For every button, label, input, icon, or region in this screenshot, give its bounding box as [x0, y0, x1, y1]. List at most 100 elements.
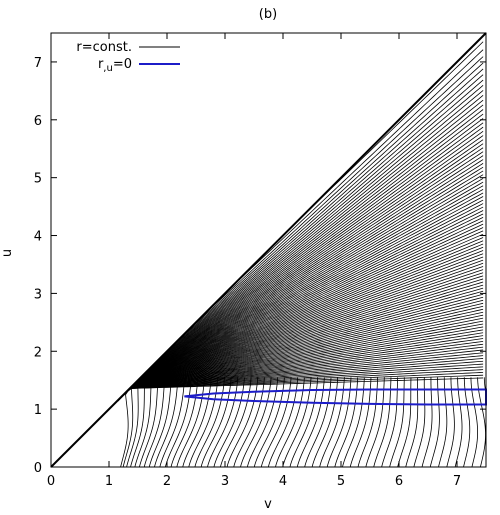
contour-line	[117, 192, 484, 402]
contour-line	[117, 329, 484, 402]
contour-line	[326, 377, 352, 468]
contour-line	[117, 181, 484, 402]
contour-line	[117, 320, 484, 402]
contour-line	[188, 377, 219, 468]
contour-line	[117, 374, 484, 402]
contour-line	[164, 377, 192, 468]
contour-line	[373, 377, 392, 468]
x-tick-label: 5	[337, 474, 345, 489]
contour-line	[117, 90, 484, 402]
contour-line	[117, 109, 484, 402]
contour-line	[117, 135, 484, 402]
contour-line	[117, 326, 484, 402]
contour-line	[117, 227, 484, 402]
contour-line	[117, 332, 484, 402]
contour-line	[282, 377, 312, 468]
contour-line	[311, 377, 339, 468]
contour-line	[413, 377, 426, 468]
contour-line	[117, 170, 484, 402]
contour-line	[117, 262, 484, 402]
contour-line	[117, 250, 484, 402]
contour-line	[117, 196, 484, 402]
y-tick-label: 2	[34, 345, 42, 360]
contour-line	[117, 223, 484, 402]
contour-line	[342, 377, 365, 468]
contour-line	[117, 104, 484, 402]
contour-line	[117, 299, 484, 402]
x-tick-label: 4	[279, 474, 287, 489]
contour-line	[117, 372, 484, 402]
contour-line	[117, 163, 484, 402]
contour-line	[117, 85, 484, 402]
x-axis-label: v	[264, 497, 272, 512]
contour-line	[148, 377, 172, 468]
contour-line	[275, 377, 305, 468]
contour-line	[117, 272, 484, 402]
contour-line	[117, 355, 484, 402]
contour-line	[117, 155, 484, 402]
contour-line	[117, 349, 484, 402]
contour-line	[438, 377, 448, 468]
contour-line	[117, 240, 484, 402]
contour-line	[117, 275, 484, 402]
contour-line	[357, 377, 379, 468]
y-tick-label: 4	[34, 230, 42, 245]
contour-line	[117, 266, 484, 402]
contour-line	[117, 346, 484, 402]
contour-line	[117, 122, 484, 402]
diagonal-boundary	[50, 32, 487, 468]
contour-line	[117, 269, 484, 402]
contour-line	[226, 377, 259, 468]
x-tick-label: 6	[395, 474, 403, 489]
contour-line	[117, 259, 484, 402]
contour-line	[405, 377, 419, 468]
contour-line	[117, 278, 484, 402]
contour-line	[154, 377, 179, 468]
legend-label-ru: r,u=0	[98, 57, 132, 74]
contour-line	[117, 287, 484, 402]
contour-line	[117, 256, 484, 402]
contour-line	[117, 358, 484, 402]
contour-line	[213, 377, 245, 468]
y-tick-label: 7	[34, 56, 42, 71]
legend-label-ru-main: r	[98, 57, 104, 72]
contour-line	[117, 243, 484, 402]
contour-line	[117, 338, 484, 402]
contour-line	[117, 335, 484, 402]
contour-line	[159, 377, 185, 468]
contour-line	[170, 377, 199, 468]
legend-label-ru-sub: ,u	[103, 63, 113, 74]
contour-line	[260, 377, 292, 468]
contour-line	[117, 317, 484, 402]
contour-line	[117, 366, 484, 402]
contour-line	[117, 210, 484, 402]
contour-line	[117, 233, 484, 402]
x-axis-ticks: 0 1 2 3 4 5 6 7	[47, 33, 461, 489]
legend-label-ru-eq: =0	[113, 57, 132, 72]
contour-line	[117, 174, 484, 402]
contour-line	[253, 377, 285, 468]
contour-line	[397, 377, 412, 468]
contour-line	[117, 340, 484, 402]
contour-line	[117, 189, 484, 402]
contour-line	[117, 126, 484, 402]
contour-line	[117, 147, 484, 402]
contour-line	[304, 377, 332, 468]
contour-line	[246, 377, 279, 468]
contour-line	[117, 213, 484, 402]
y-tick-label: 0	[34, 461, 42, 476]
contour-line	[117, 343, 484, 402]
contour-line	[334, 377, 359, 468]
contour-line	[117, 246, 484, 402]
contour-line	[117, 143, 484, 402]
contour-line	[117, 352, 484, 402]
contour-line	[117, 166, 484, 402]
contour-line	[349, 377, 372, 468]
contour-line	[381, 377, 399, 468]
contour-line	[176, 377, 205, 468]
contour-line	[117, 302, 484, 402]
contour-line	[220, 377, 252, 468]
contour-line	[117, 131, 484, 402]
contour-line	[117, 305, 484, 402]
